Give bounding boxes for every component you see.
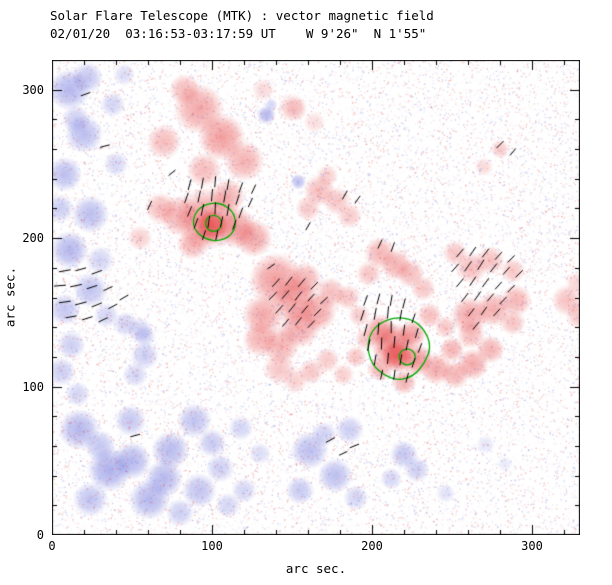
y-tick-label: 0 xyxy=(36,528,44,542)
y-tick-label: 300 xyxy=(22,82,44,97)
x-tick-label: 100 xyxy=(201,539,223,553)
x-axis-label: arc sec. xyxy=(285,561,347,576)
x-tick-label: 300 xyxy=(521,539,543,553)
figure-title: Solar Flare Telescope (MTK) : vector mag… xyxy=(50,8,434,23)
y-tick-label: 100 xyxy=(22,379,44,394)
figure-subtitle: 02/01/20 03:16:53-03:17:59 UT W 9'26" N … xyxy=(50,26,427,41)
y-axis-label: arc sec. xyxy=(2,266,18,328)
x-tick-label: 200 xyxy=(361,539,383,553)
magnetogram-plot-canvas xyxy=(52,60,580,535)
x-tick-label: 0 xyxy=(48,539,56,553)
y-tick-label: 200 xyxy=(22,231,44,246)
